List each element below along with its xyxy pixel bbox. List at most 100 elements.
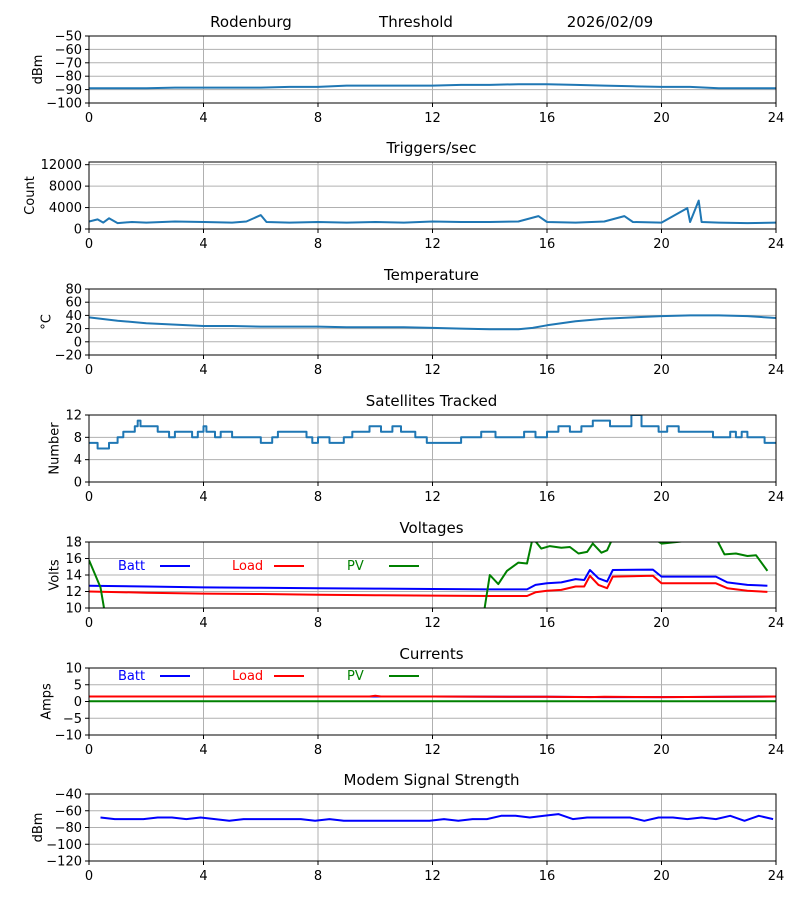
- x-tick-label: 0: [85, 743, 93, 758]
- chart-title: Modem Signal Strength: [344, 771, 520, 789]
- chart-title: Voltages: [399, 519, 463, 537]
- y-tick-label: 10: [65, 602, 82, 617]
- x-tick-label: 4: [199, 111, 207, 126]
- y-axis-label: Amps: [39, 683, 54, 720]
- y-tick-label: −80: [55, 821, 82, 836]
- x-tick-label: 12: [424, 869, 441, 884]
- y-axis-label: Count: [23, 176, 38, 215]
- y-tick-label: 14: [65, 569, 82, 584]
- x-tick-label: 0: [85, 363, 93, 378]
- x-tick-label: 4: [199, 237, 207, 252]
- y-tick-label: 12000: [41, 158, 82, 173]
- y-tick-label: −50: [55, 30, 82, 45]
- x-tick-label: 24: [768, 237, 785, 252]
- x-tick-label: 12: [424, 363, 441, 378]
- legend-label-batt: Batt: [118, 559, 145, 574]
- y-tick-label: 12: [65, 585, 82, 600]
- x-tick-label: 24: [768, 490, 785, 505]
- chart-title: Temperature: [383, 266, 479, 284]
- chart-modem: 0 4 8 12 16 20 24 −40−60 −80 −100 −120 Modem Signal…: [31, 771, 784, 884]
- series-line-triggers: [89, 199, 776, 225]
- x-tick-label: 0: [85, 616, 93, 631]
- y-tick-label: −20: [55, 349, 82, 364]
- series-line-pv: [89, 542, 769, 608]
- y-tick-label: 80: [65, 283, 82, 298]
- x-tick-label: 20: [653, 869, 670, 884]
- x-tick-label: 8: [314, 869, 322, 884]
- x-tick-label: 24: [768, 869, 785, 884]
- legend-label-pv: PV: [347, 559, 364, 574]
- chart-satellites: 0 4 8 12 16 20 24 12 8 4 0 Satellites Tracked Number: [48, 392, 785, 505]
- x-tick-label: 20: [653, 743, 670, 758]
- y-tick-label: −40: [55, 788, 82, 803]
- chart-title: Triggers/sec: [386, 139, 477, 157]
- series-line-load: [89, 574, 768, 597]
- y-axis-label: Number: [48, 422, 63, 475]
- y-tick-label: 12: [65, 409, 82, 424]
- x-tick-label: 20: [653, 237, 670, 252]
- x-tick-label: 24: [768, 743, 785, 758]
- y-tick-label: 4: [74, 453, 82, 468]
- y-tick-label: 0: [74, 223, 82, 238]
- header-station: Rodenburg: [210, 13, 292, 31]
- x-tick-label: 20: [653, 363, 670, 378]
- y-tick-label: 60: [65, 296, 82, 311]
- x-tick-label: 20: [653, 111, 670, 126]
- chart-title: Currents: [399, 645, 463, 663]
- x-tick-label: 0: [85, 237, 93, 252]
- chart-title: Satellites Tracked: [366, 392, 497, 410]
- x-tick-label: 4: [199, 743, 207, 758]
- series-line-satellites: [89, 415, 776, 450]
- x-tick-label: 24: [768, 111, 785, 126]
- x-tick-label: 12: [424, 111, 441, 126]
- x-tick-label: 16: [539, 111, 556, 126]
- y-axis-label: °C: [39, 314, 54, 330]
- y-tick-label: 5: [74, 678, 82, 693]
- x-tick-label: 8: [314, 363, 322, 378]
- series-line-batt: [89, 568, 768, 591]
- x-tick-label: 20: [653, 490, 670, 505]
- y-tick-label: −60: [55, 804, 82, 819]
- x-tick-label: 8: [314, 237, 322, 252]
- x-tick-label: 8: [314, 616, 322, 631]
- y-tick-label: −5: [63, 712, 82, 727]
- y-axis-label: dBm: [31, 813, 46, 843]
- x-tick-label: 16: [539, 490, 556, 505]
- x-tick-label: 12: [424, 616, 441, 631]
- x-tick-label: 12: [424, 237, 441, 252]
- y-tick-label: 18: [65, 536, 82, 551]
- x-tick-label: 16: [539, 616, 556, 631]
- series-line-load: [89, 694, 776, 699]
- legend-label-pv: PV: [347, 669, 364, 684]
- y-tick-label: −70: [55, 56, 82, 71]
- x-tick-label: 16: [539, 363, 556, 378]
- y-tick-label: −90: [55, 83, 82, 98]
- x-tick-label: 8: [314, 111, 322, 126]
- legend-label-batt: Batt: [118, 669, 145, 684]
- y-axis-label: dBm: [31, 55, 46, 85]
- x-tick-label: 8: [314, 743, 322, 758]
- y-tick-label: 40: [65, 309, 82, 324]
- y-tick-label: −60: [55, 43, 82, 58]
- y-tick-label: 8: [74, 431, 82, 446]
- x-tick-label: 4: [199, 869, 207, 884]
- y-tick-label: 0: [74, 476, 82, 491]
- y-tick-label: −80: [55, 70, 82, 85]
- chart-triggers: 0 4 8 12 16 20 24 12000 8000 4000 0 Triggers/sec Cou…: [23, 139, 784, 252]
- x-tick-label: 0: [85, 869, 93, 884]
- x-tick-label: 0: [85, 490, 93, 505]
- series-line-modem: [100, 813, 774, 822]
- x-tick-label: 4: [199, 616, 207, 631]
- x-tick-label: 20: [653, 616, 670, 631]
- y-axis-label: Volts: [48, 559, 63, 591]
- y-tick-label: −100: [46, 838, 82, 853]
- x-tick-label: 24: [768, 363, 785, 378]
- y-tick-label: 0: [74, 335, 82, 350]
- y-tick-label: 0: [74, 695, 82, 710]
- x-tick-label: 16: [539, 743, 556, 758]
- y-tick-label: 4000: [49, 201, 82, 216]
